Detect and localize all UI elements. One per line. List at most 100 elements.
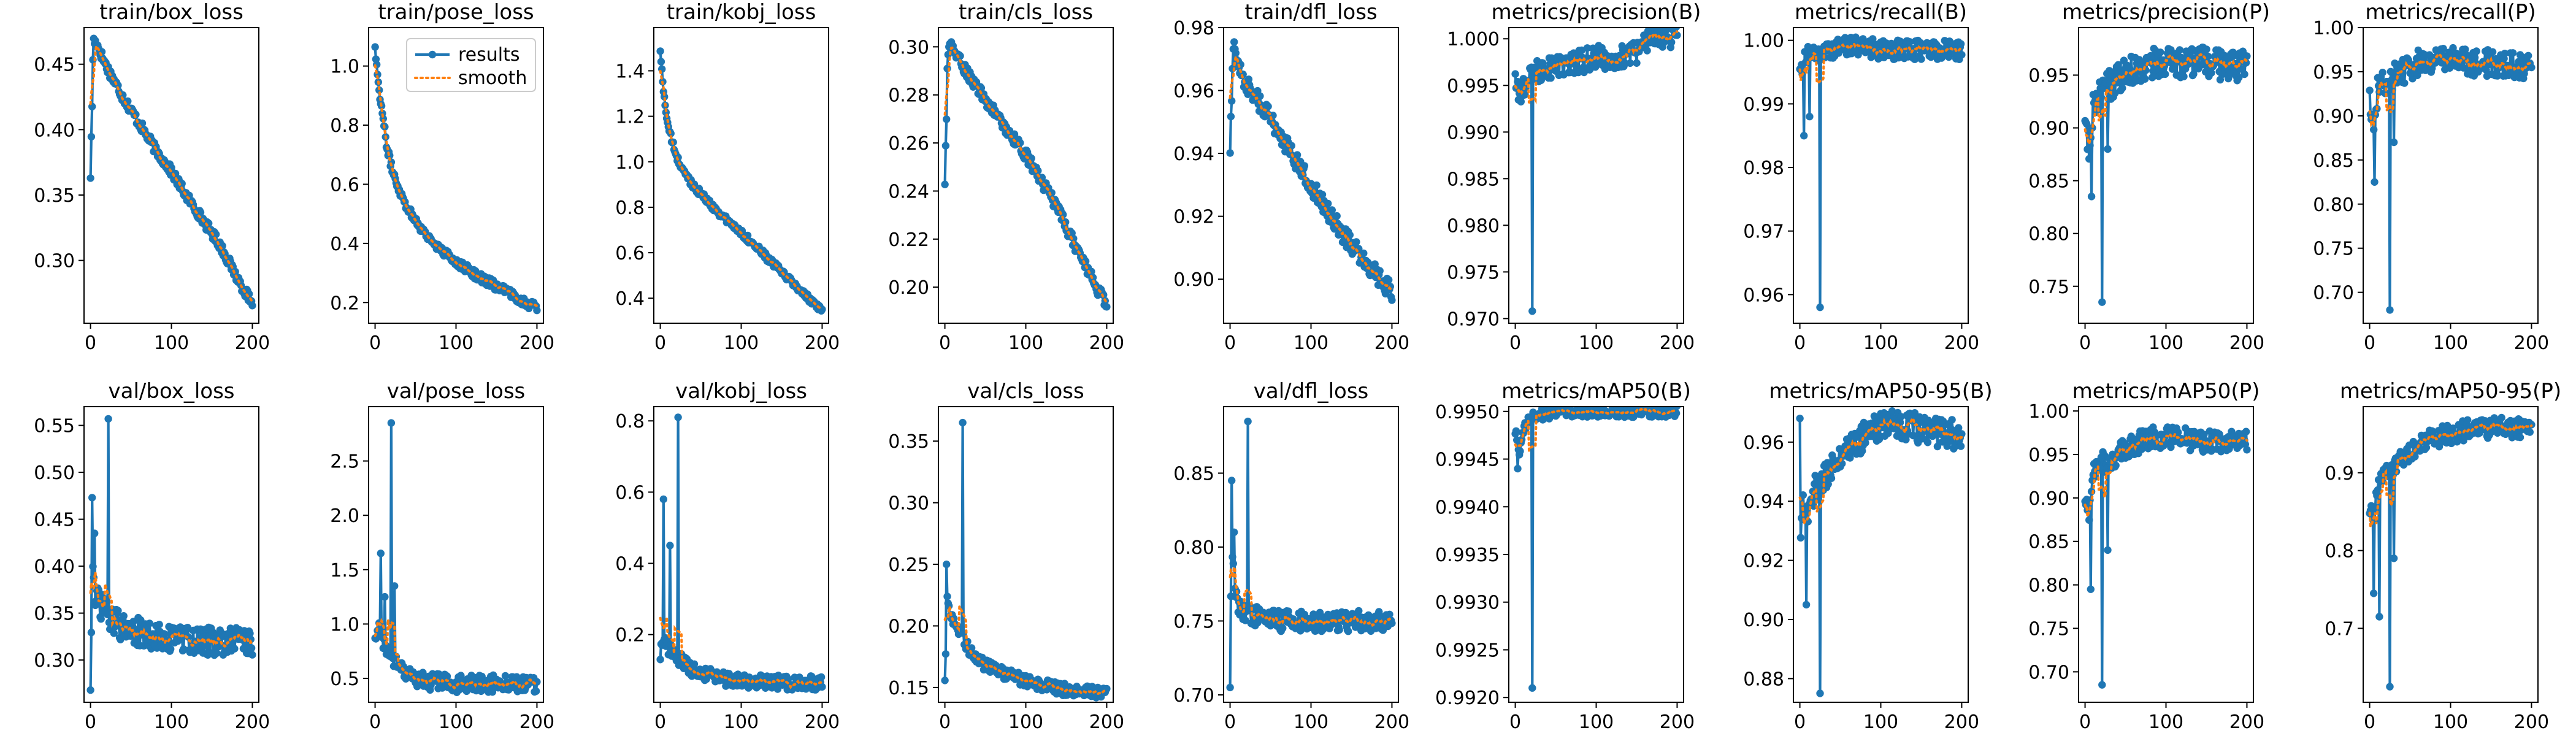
results-point (1528, 684, 1536, 692)
results-point (248, 651, 256, 659)
smooth-line (374, 64, 539, 307)
results-point (2370, 589, 2378, 597)
panel-val-dfl-loss: val/dfl_loss 0 100 200 0.70 0.75 0.80 0.85 (1173, 379, 1409, 733)
results-point (1328, 206, 1336, 214)
panel-title: metrics/mAP50-95(B) (1769, 379, 1992, 404)
x-tick-label: 200 (1089, 711, 1124, 733)
results-point (1799, 491, 1807, 499)
x-tick-label: 200 (519, 332, 554, 354)
y-tick-label: 2.5 (330, 451, 359, 473)
y-tick-label: 0.35 (34, 185, 75, 207)
results-point (1800, 132, 1808, 140)
results-point (2374, 486, 2382, 494)
results-point (2087, 585, 2095, 593)
plot-area (2366, 44, 2536, 314)
panel-title: train/kobj_loss (667, 0, 816, 25)
results-point (818, 683, 826, 691)
results-point (2243, 446, 2251, 454)
results-point (1547, 74, 1555, 82)
results-point (967, 644, 976, 652)
results-point (2482, 66, 2490, 74)
results-point (2202, 45, 2210, 53)
x-tick-label: 100 (1579, 332, 1614, 354)
results-point (2439, 45, 2447, 53)
results-point (1232, 49, 1240, 57)
y-tick-label: 0.70 (2313, 283, 2354, 304)
results-point (2379, 69, 2386, 77)
results-point (1816, 303, 1824, 312)
results-point (2207, 69, 2215, 77)
results-point (1917, 55, 1925, 63)
results-point (2516, 51, 2524, 59)
y-tick-label: 0.8 (615, 197, 645, 219)
results-point (2175, 46, 2184, 54)
results-point (89, 562, 97, 570)
results-point (1388, 296, 1396, 304)
y-tick-label: 0.75 (1173, 611, 1214, 632)
y-tick-label: 0.980 (1447, 215, 1500, 237)
panel-title: metrics/mAP50(P) (2072, 379, 2260, 404)
results-point (1955, 424, 1963, 432)
results-point (1346, 231, 1354, 239)
results-point (1673, 407, 1681, 410)
results-point (110, 629, 118, 637)
y-tick-label: 0.2 (330, 293, 359, 314)
results-point (371, 43, 379, 51)
panel-train-cls-loss: train/cls_loss 0 100 200 0.20 0.22 0.24 0.26 0.2… (888, 0, 1124, 354)
plot-area (1226, 38, 1396, 304)
y-tick-label: 0.24 (888, 181, 929, 202)
results-point (2472, 47, 2480, 55)
results-point (2366, 86, 2374, 94)
results-point (941, 142, 950, 150)
y-tick-label: 0.45 (34, 55, 75, 76)
results-point (2370, 126, 2378, 134)
results-point (1352, 238, 1360, 246)
results-point (1264, 102, 1272, 110)
results-point (201, 642, 210, 650)
results-point (2435, 443, 2444, 451)
y-tick-label: 0.80 (2028, 575, 2069, 597)
x-tick-label: 0 (2079, 332, 2091, 354)
results-point (2147, 52, 2155, 60)
results-point (690, 660, 699, 669)
y-tick-label: 0.2 (615, 625, 645, 646)
x-tick-label: 200 (1374, 711, 1409, 733)
results-point (2190, 70, 2198, 79)
results-point (1241, 616, 1249, 624)
y-tick-label: 0.92 (1173, 207, 1214, 228)
results-point (1228, 477, 1236, 485)
y-tick-label: 0.90 (1173, 269, 1214, 291)
plot-area (2366, 413, 2536, 691)
y-tick-label: 0.98 (1743, 158, 1784, 179)
results-point (1512, 427, 1520, 435)
results-point (88, 494, 96, 502)
results-point (167, 645, 175, 653)
x-tick-label: 200 (1944, 711, 1979, 733)
legend-smooth-label: smooth (458, 67, 527, 89)
panel-metrics-map50-95-b: metrics/mAP50-95(B) 0 100 200 0.88 0.90 0.92 0.… (1743, 379, 1992, 733)
results-point (1388, 619, 1396, 627)
y-tick-label: 0.96 (1743, 432, 1784, 454)
results-point (2118, 84, 2126, 92)
x-tick-label: 200 (1089, 332, 1124, 354)
results-point (1229, 559, 1238, 568)
x-tick-label: 200 (1660, 332, 1695, 354)
results-point (1516, 447, 1524, 455)
plot-area (1511, 28, 1681, 315)
x-tick-label: 100 (1008, 332, 1043, 354)
smooth-line (2083, 432, 2248, 518)
plot-area (656, 413, 826, 694)
results-point (381, 592, 389, 601)
results-point (2235, 74, 2243, 82)
results-point (533, 306, 541, 315)
x-tick-label: 0 (85, 711, 96, 733)
results-point (2088, 124, 2096, 132)
x-tick-label: 0 (2364, 332, 2375, 354)
results-point (1923, 439, 1932, 447)
results-point (1673, 28, 1681, 31)
x-tick-label: 200 (2229, 711, 2264, 733)
y-tick-label: 0.92 (1743, 551, 1784, 572)
y-tick-label: 0.8 (2325, 541, 2354, 562)
y-tick-label: 0.80 (1173, 537, 1214, 559)
results-point (1583, 44, 1592, 52)
